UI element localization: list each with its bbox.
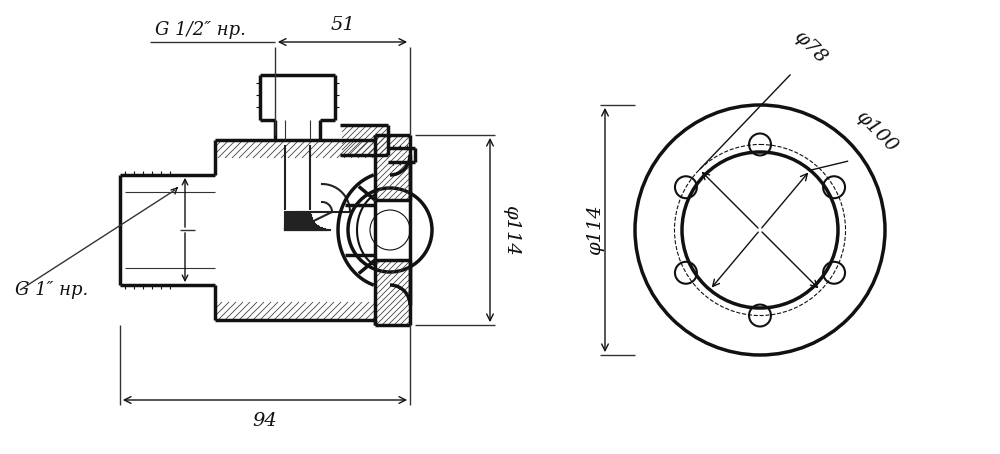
Text: φ78: φ78 [790, 27, 830, 67]
Text: φ114: φ114 [502, 205, 520, 255]
Text: φ114: φ114 [586, 205, 604, 255]
Text: 94: 94 [253, 412, 277, 430]
Text: φ100: φ100 [852, 108, 901, 156]
Text: G 1″ нр.: G 1″ нр. [15, 281, 88, 299]
Text: G 1/2″ нр.: G 1/2″ нр. [155, 21, 246, 39]
Text: 51: 51 [330, 16, 355, 34]
